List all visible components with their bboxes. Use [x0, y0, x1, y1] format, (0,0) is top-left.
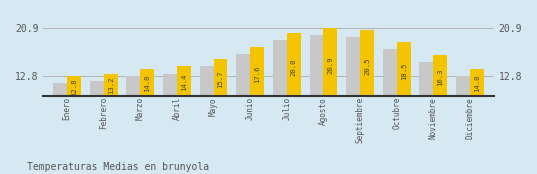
- Bar: [104, 74, 118, 96]
- Text: 16.3: 16.3: [437, 69, 443, 86]
- Bar: [287, 33, 301, 96]
- Bar: [140, 69, 154, 96]
- Text: 14.0: 14.0: [144, 75, 150, 92]
- Bar: [309, 35, 323, 96]
- Text: 20.9: 20.9: [328, 56, 333, 74]
- Bar: [67, 76, 81, 96]
- Text: 17.6: 17.6: [254, 65, 260, 83]
- Text: 20.0: 20.0: [291, 59, 297, 76]
- Bar: [383, 49, 397, 96]
- Bar: [200, 66, 214, 96]
- Bar: [419, 62, 433, 96]
- Bar: [433, 55, 447, 96]
- Text: 14.0: 14.0: [474, 75, 480, 92]
- Text: 14.4: 14.4: [181, 74, 187, 91]
- Text: 20.5: 20.5: [364, 57, 370, 75]
- Bar: [236, 54, 250, 96]
- Bar: [346, 37, 360, 96]
- Bar: [273, 40, 287, 96]
- Text: 13.2: 13.2: [108, 77, 114, 94]
- Text: 18.5: 18.5: [401, 63, 407, 80]
- Bar: [456, 76, 470, 96]
- Bar: [90, 81, 104, 96]
- Bar: [323, 27, 337, 96]
- Bar: [360, 30, 374, 96]
- Bar: [397, 42, 411, 96]
- Bar: [177, 66, 191, 96]
- Bar: [126, 76, 140, 96]
- Bar: [250, 47, 264, 96]
- Bar: [53, 83, 67, 96]
- Bar: [163, 74, 177, 96]
- Bar: [214, 59, 228, 96]
- Text: 12.8: 12.8: [71, 78, 77, 96]
- Bar: [470, 69, 484, 96]
- Text: Temperaturas Medias en brunyola: Temperaturas Medias en brunyola: [27, 162, 209, 172]
- Text: 15.7: 15.7: [217, 70, 223, 88]
